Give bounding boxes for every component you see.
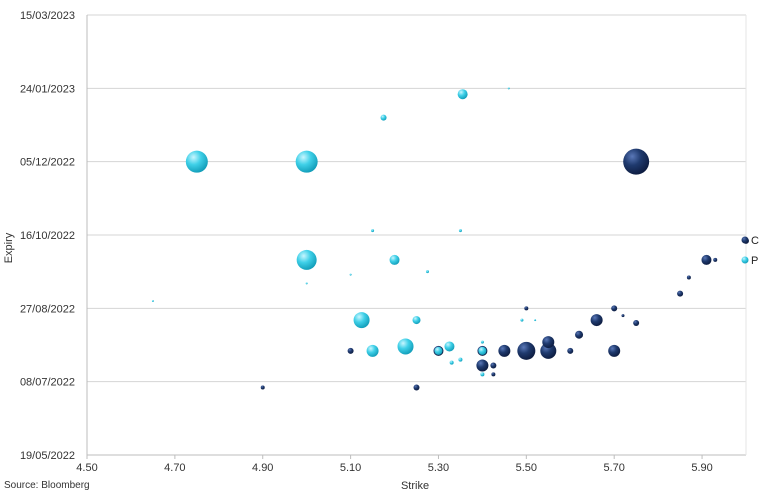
bubble-point: [540, 342, 557, 359]
bubble-point: [295, 150, 318, 173]
bubble-point: [458, 229, 462, 233]
y-axis-label: Expiry: [3, 232, 15, 263]
x-tick-label: 5.10: [340, 462, 361, 474]
legend-label-C: C: [751, 235, 759, 247]
legend: CP: [741, 235, 759, 267]
bubble-point: [449, 360, 454, 365]
series-P: [151, 87, 537, 377]
axes: [86, 15, 747, 456]
data-points: [151, 87, 749, 391]
x-tick-label: 5.70: [603, 462, 624, 474]
bubble-point: [524, 306, 529, 311]
bubble-point: [491, 372, 496, 377]
bubble-point: [677, 290, 684, 297]
bubble-point: [457, 89, 468, 100]
bubble-point: [260, 385, 265, 390]
y-tick-label: 05/12/2022: [20, 157, 75, 169]
x-tick-label: 4.70: [164, 462, 185, 474]
bubble-point: [296, 249, 317, 270]
bubble-point: [567, 347, 574, 354]
legend-label-P: P: [751, 255, 758, 267]
bubble-point: [371, 229, 375, 233]
bubble-point: [478, 346, 487, 355]
bubble-point: [686, 275, 691, 280]
bubble-point: [151, 300, 154, 302]
bubble-point: [305, 282, 308, 285]
bubble-point: [590, 314, 603, 327]
bubble-point: [490, 362, 497, 369]
bubble-point: [517, 341, 536, 360]
x-tick-label: 5.50: [516, 462, 537, 474]
bubble-point: [347, 347, 354, 354]
bubble-point: [611, 305, 618, 312]
bubble-point: [425, 270, 429, 274]
y-tick-label: 19/05/2022: [20, 450, 75, 462]
x-tick-label: 4.50: [76, 462, 97, 474]
legend-marker-C: [741, 236, 749, 244]
bubble-point: [507, 87, 510, 90]
bubble-point: [713, 257, 718, 262]
bubble-point: [458, 357, 463, 362]
bubble-point: [633, 320, 640, 326]
y-tick-label: 24/01/2023: [20, 83, 75, 95]
bubble-point: [413, 384, 420, 391]
bubble-point: [701, 254, 712, 265]
bubble-point: [349, 273, 352, 276]
bubble-point: [520, 318, 524, 322]
bubble-point: [389, 254, 400, 265]
bubble-point: [380, 114, 387, 121]
bubble-point: [575, 330, 584, 339]
y-tick-label: 15/03/2023: [20, 10, 75, 22]
bubble-point: [434, 346, 443, 355]
bubble-point: [480, 372, 485, 377]
legend-marker-P: [741, 256, 749, 264]
bubble-point: [498, 344, 511, 357]
source-note: Source: Bloomberg: [4, 480, 90, 491]
y-tick-label: 08/07/2022: [20, 377, 75, 389]
bubble-point: [444, 341, 455, 352]
series-C: [260, 148, 749, 391]
bubble-point: [608, 344, 621, 357]
bubble-point: [366, 344, 379, 357]
bubble-point: [480, 340, 484, 344]
bubble-point: [534, 319, 537, 322]
x-tick-labels: 4.50 4.70 4.90 5.10 5.30 5.50 5.70 5.90: [76, 455, 713, 474]
y-tick-label: 27/08/2022: [20, 303, 75, 315]
bubble-point: [621, 314, 625, 318]
bubble-point: [185, 150, 208, 173]
y-tick-label: 16/10/2022: [20, 230, 75, 242]
x-tick-label: 5.30: [428, 462, 449, 474]
bubble-point: [542, 336, 555, 349]
bubble-point: [623, 148, 650, 175]
bubble-point: [476, 359, 489, 372]
bubble-point: [353, 312, 370, 329]
bubble-point: [412, 316, 421, 325]
x-axis-label: Strike: [401, 480, 429, 492]
x-tick-label: 5.90: [691, 462, 712, 474]
y-tick-labels: 15/03/2023 24/01/2023 05/12/2022 16/10/2022…: [20, 10, 75, 462]
bubble-point: [397, 338, 414, 355]
x-tick-label: 4.90: [252, 462, 273, 474]
